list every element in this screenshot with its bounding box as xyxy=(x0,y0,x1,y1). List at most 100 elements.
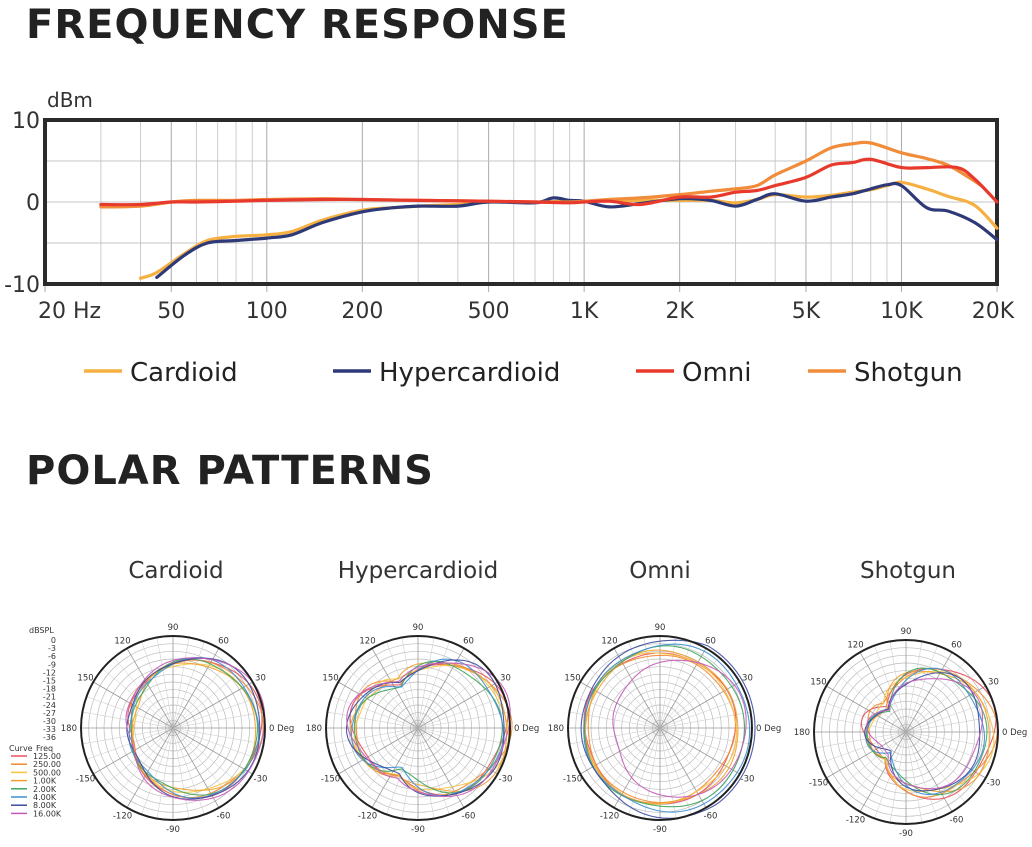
polar-grid-spoke xyxy=(338,727,419,775)
polar-title: Shotgun xyxy=(860,558,956,584)
polar-patterns-title: POLAR PATTERNS xyxy=(26,448,434,494)
polar-title: Cardioid xyxy=(128,558,223,584)
polar-grid-spoke xyxy=(172,648,220,729)
polar-angle-label: -150 xyxy=(76,775,95,785)
legend-header-freq: Freq xyxy=(36,744,53,753)
legend-item-shotgun: Shotgun xyxy=(808,358,963,388)
polar-grid-spoke xyxy=(417,711,509,729)
legend-item-omni: Omni xyxy=(636,358,752,388)
legend-item-hypercardioid: Hypercardioid xyxy=(333,358,560,388)
legend-freq-label: 125.00 xyxy=(33,752,61,761)
polar-curve-8.00K xyxy=(580,639,756,819)
y-axis-label: dBm xyxy=(47,88,93,112)
legend-freq-label: 500.00 xyxy=(33,768,61,777)
polar-grid-spoke xyxy=(327,711,419,729)
legend-freq-label: 2.00K xyxy=(33,785,57,794)
polar-angle-label: -30 xyxy=(741,775,755,785)
polar-grid-spoke xyxy=(102,668,174,729)
polar-grid-spoke xyxy=(172,711,264,729)
polar-plot-cardioid: Cardioid 90 60 30 0 Deg -30 -60 -90 -120 -150 180 1… xyxy=(61,558,295,835)
polar-angle-label: -60 xyxy=(217,811,231,821)
polar-angle-label: 60 xyxy=(463,637,474,647)
polar-grid-spoke xyxy=(905,700,993,733)
polar-angle-label: -90 xyxy=(653,825,667,835)
polar-grid-spoke xyxy=(417,681,498,729)
polar-grid-spoke xyxy=(417,727,478,799)
polar-angle-label: -60 xyxy=(950,815,964,825)
polar-grid-spoke xyxy=(156,637,174,729)
frequency-curve-legend: Curve Freq125.00250.00500.001.00K2.00K4.0… xyxy=(9,744,62,818)
polar-angle-label: -150 xyxy=(321,775,340,785)
polar-grid-spoke xyxy=(815,731,907,749)
polar-title: Omni xyxy=(629,558,690,584)
x-tick-label: 500 xyxy=(468,299,510,324)
polar-angle-label: -150 xyxy=(563,775,582,785)
polar-curve-2.00K xyxy=(353,660,503,794)
x-tick-label: 1K xyxy=(570,299,599,324)
polar-angle-label: 30 xyxy=(500,674,511,684)
polar-angle-label: -30 xyxy=(254,775,268,785)
db-scale-value: -15 xyxy=(43,677,56,686)
polar-angle-label: 60 xyxy=(218,637,229,647)
polar-grid-spoke xyxy=(819,731,907,764)
polar-curve-16.00K xyxy=(866,678,984,790)
legend-header-curve: Curve xyxy=(9,744,33,753)
polar-grid-spoke xyxy=(826,731,907,779)
polar-curve-16.00K xyxy=(346,662,511,798)
legend-freq-label: 16.00K xyxy=(33,809,62,818)
polar-grid-spoke xyxy=(589,727,661,788)
polar-grid-spoke xyxy=(905,731,986,779)
db-scale-value: -3 xyxy=(48,644,56,653)
polar-grid-spoke xyxy=(846,661,907,733)
polar-outer-ring xyxy=(325,635,511,821)
polar-grid-spoke xyxy=(659,727,677,819)
polar-angle-label: -120 xyxy=(113,811,132,821)
polar-angle-label: -120 xyxy=(600,811,619,821)
polar-outer-ring xyxy=(567,635,753,821)
legend-label: Cardioid xyxy=(130,358,238,388)
polar-angle-label: 90 xyxy=(655,623,666,633)
polar-grid-spoke xyxy=(417,668,489,729)
polar-angle-label: 120 xyxy=(359,637,375,647)
x-tick-label: 100 xyxy=(246,299,288,324)
polar-angle-label: 180 xyxy=(548,724,564,734)
polar-grid-spoke xyxy=(327,727,419,745)
legend-freq-label: 1.00K xyxy=(33,777,57,786)
polar-grid-spoke xyxy=(113,657,174,729)
polar-angle-label: 150 xyxy=(564,674,580,684)
polar-grid-spoke xyxy=(141,641,174,729)
polar-angle-label: -90 xyxy=(166,825,180,835)
polar-curve-2.00K xyxy=(130,658,259,796)
polar-grid-spoke xyxy=(126,727,174,808)
polar-angle-label: -120 xyxy=(358,811,377,821)
polar-grid-spoke xyxy=(172,681,253,729)
polar-angle-label: -90 xyxy=(411,825,425,835)
polar-curve-4.00K xyxy=(865,667,986,795)
db-scale-value: -24 xyxy=(43,701,56,710)
polar-angle-label: -120 xyxy=(846,815,865,825)
polar-angle-label: 120 xyxy=(114,637,130,647)
polar-grid-spoke xyxy=(386,727,419,815)
polar-angle-label: 90 xyxy=(168,623,179,633)
polar-grid-spoke xyxy=(338,681,419,729)
polar-angle-label: 30 xyxy=(742,674,753,684)
polar-grid-spoke xyxy=(905,731,993,764)
polar-grid-spoke xyxy=(417,641,450,729)
polar-grid-spoke xyxy=(156,727,174,819)
polar-grid-spoke xyxy=(826,685,907,733)
polar-grid-spoke xyxy=(172,727,260,760)
polar-grid-spoke xyxy=(331,696,419,729)
polar-curve-16.00K xyxy=(125,657,266,801)
legend-freq-label: 4.00K xyxy=(33,793,57,802)
x-tick-label: 50 xyxy=(157,299,185,324)
polar-plot-shotgun: Shotgun 90 60 30 0 Deg -30 -60 -90 -120 -150 180 15… xyxy=(794,558,1028,839)
polar-grid-spoke xyxy=(417,727,509,745)
polar-grid-spoke xyxy=(172,727,253,775)
polar-grid-spoke xyxy=(172,727,190,819)
legend-freq-label: 8.00K xyxy=(33,801,57,810)
polar-grid-spoke xyxy=(417,727,465,808)
polar-angle-label: 150 xyxy=(322,674,338,684)
db-scale-value: -30 xyxy=(43,717,56,726)
